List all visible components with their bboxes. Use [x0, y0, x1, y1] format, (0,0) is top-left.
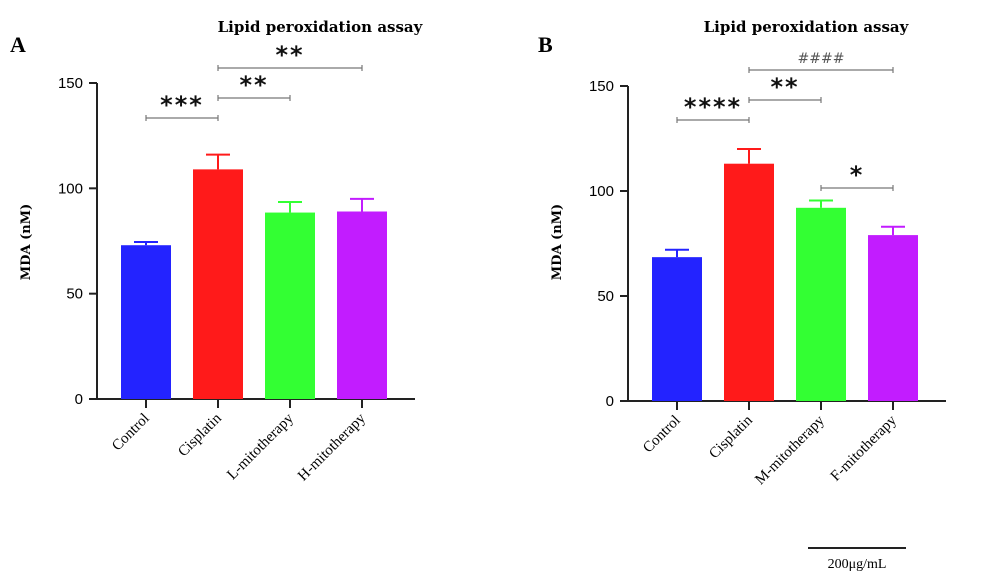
panel-a-y-tick-label: 100 — [58, 180, 83, 197]
panel-a-y-tick-label: 150 — [58, 75, 83, 92]
panel-b-x-tick-label: Control — [640, 413, 684, 457]
panel-b-letter: B — [538, 32, 553, 57]
panel-a-significance-label: *** — [160, 91, 204, 119]
panel-a-x-tick-label: Control — [109, 411, 153, 455]
panel-b-x-tick-label: M-mitotherapy — [752, 412, 828, 488]
panel-a-x-tick-label: H-mitotherapy — [295, 410, 369, 484]
panel-a-bar-h-mitotherapy — [337, 211, 387, 399]
panel-a-y-tick-label: 50 — [66, 286, 83, 303]
panel-a-bar-l-mitotherapy — [265, 212, 315, 399]
panel-a-x-tick-label: L-mitotherapy — [224, 410, 297, 483]
panel-a-y-tick-label: 0 — [75, 391, 83, 408]
panel-a-bar-cisplatin — [193, 169, 243, 399]
panel-b-bar-cisplatin — [724, 163, 774, 401]
panel-b-y-tick-label: 150 — [589, 78, 614, 95]
panel-b-significance-label: #### — [798, 51, 845, 67]
panel-b-significance-label: * — [850, 161, 865, 189]
panel-a-title: Lipid peroxidation assay — [218, 18, 424, 36]
scale-bar-label: 200μg/mL — [828, 557, 887, 572]
panel-a-significance-label: ** — [275, 41, 304, 69]
panel-b-y-tick-label: 0 — [606, 393, 614, 410]
panel-b-bar-m-mitotherapy — [796, 207, 846, 401]
scale-bar: 200μg/mL — [808, 547, 906, 572]
panel-a-significance-label: ** — [239, 71, 268, 99]
panel-a-x-tick-label: Cisplatin — [175, 410, 225, 460]
panel-a-bar-control — [121, 245, 171, 399]
panel-b-bar-f-mitotherapy — [868, 235, 918, 401]
panel-b-y-tick-label: 50 — [597, 288, 614, 305]
panel-b-x-tick-label: Cisplatin — [706, 412, 756, 462]
panel-a-y-axis-label: MDA (nM) — [19, 204, 34, 280]
panel-b-significance-label: ** — [770, 73, 799, 101]
panel-a-letter: A — [10, 32, 26, 57]
panel-b-x-tick-label: F-mitotherapy — [828, 412, 900, 484]
panel-a-chart: A Lipid peroxidation assay MDA (nM) 0 50 100 1… — [10, 18, 424, 484]
panel-b-y-tick-label: 100 — [589, 183, 614, 200]
panel-b-significance-label: **** — [684, 93, 742, 121]
panel-b-title: Lipid peroxidation assay — [704, 18, 910, 36]
panel-b-y-axis-label: MDA (nM) — [550, 204, 565, 280]
panel-b-bar-control — [652, 257, 702, 401]
panel-b-chart: B Lipid peroxidation assay MDA (nM) 0 50 100 1… — [538, 18, 946, 488]
